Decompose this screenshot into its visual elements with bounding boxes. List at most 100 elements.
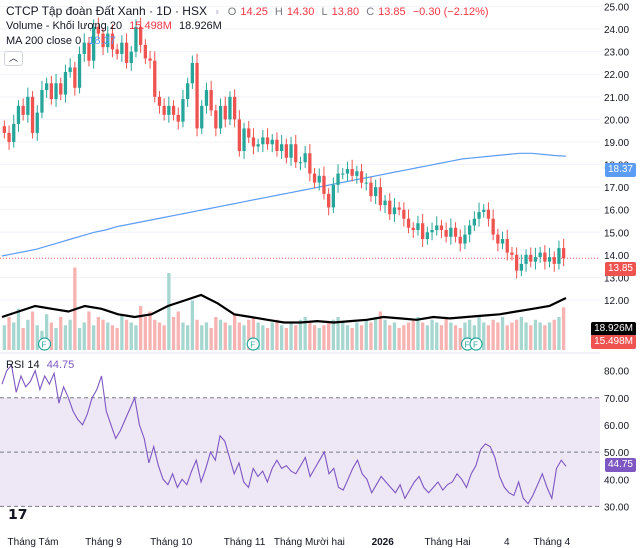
volume-bar bbox=[327, 322, 331, 350]
candle-body bbox=[101, 33, 105, 48]
volume-bar bbox=[68, 319, 72, 350]
candle-body bbox=[214, 110, 218, 129]
c-label: C bbox=[366, 6, 375, 18]
ma-label: MA 200 close 0 bbox=[6, 35, 82, 47]
volume-bar bbox=[468, 319, 472, 350]
volume-bar bbox=[280, 325, 284, 350]
volume-bar bbox=[35, 325, 39, 350]
candle-body bbox=[242, 128, 246, 151]
ma-legend[interactable]: MA 200 close 0 18.37 bbox=[6, 35, 120, 47]
price-gridlines bbox=[0, 6, 600, 301]
volume-bar bbox=[181, 322, 185, 350]
symbol-title[interactable]: CTCP Tập đoàn Đất Xanh · 1D · HSX bbox=[6, 4, 207, 18]
symbol-header[interactable]: CTCP Tập đoàn Đất Xanh · 1D · HSX ◗ O 14.… bbox=[6, 4, 493, 18]
rsi-tick-label: 40.00 bbox=[604, 475, 629, 486]
candle-body bbox=[284, 144, 288, 158]
l-value: 13.80 bbox=[331, 6, 360, 18]
volume-bar bbox=[341, 322, 345, 350]
flag-icon[interactable]: F bbox=[469, 337, 483, 351]
candle-body bbox=[468, 225, 472, 235]
candle-body bbox=[2, 126, 6, 133]
candle-body bbox=[35, 112, 39, 133]
candle-body bbox=[538, 252, 542, 258]
candle-body bbox=[275, 139, 279, 151]
candle-body bbox=[312, 173, 317, 183]
candle-body bbox=[449, 227, 453, 237]
candle-body bbox=[63, 71, 68, 95]
volume-bar bbox=[383, 319, 387, 350]
candle-body bbox=[359, 171, 364, 183]
time-tick-label: 2026 bbox=[372, 537, 395, 548]
volume-bar bbox=[289, 322, 293, 350]
flag-icon[interactable]: F bbox=[246, 337, 260, 351]
time-tick-label: Tháng 10 bbox=[150, 537, 193, 548]
candle-body bbox=[547, 257, 552, 262]
volume-bar bbox=[294, 325, 298, 350]
candle-body bbox=[439, 225, 444, 231]
candle-body bbox=[463, 234, 467, 244]
volume-bar bbox=[82, 322, 86, 350]
candle-body bbox=[317, 175, 321, 183]
volume-bar bbox=[482, 322, 486, 350]
rsi-line bbox=[1, 363, 567, 505]
volume-bar bbox=[115, 328, 119, 350]
candle-body bbox=[533, 257, 538, 262]
rsi-pane[interactable]: 80.00 70.00 60.00 50.00 40.00 30.00 bbox=[0, 363, 629, 513]
chevron-up-icon: ︿ bbox=[8, 53, 18, 63]
candle-body bbox=[378, 187, 382, 206]
flag-icon[interactable]: F bbox=[37, 337, 52, 351]
volume-bar bbox=[233, 314, 237, 350]
candle-body bbox=[505, 239, 509, 253]
candle-body bbox=[524, 254, 528, 264]
candle-body bbox=[430, 230, 434, 233]
candle-body bbox=[49, 83, 53, 100]
candle-body bbox=[397, 207, 401, 210]
candle-body bbox=[54, 83, 58, 100]
candle-body bbox=[444, 230, 448, 237]
volume-bar bbox=[251, 317, 256, 350]
volume-bar bbox=[416, 317, 420, 350]
candle-body bbox=[364, 182, 368, 184]
rsi-legend[interactable]: RSI 14 44.75 bbox=[6, 359, 78, 371]
volume-bar bbox=[505, 325, 509, 350]
volume-bar bbox=[214, 317, 218, 350]
candle-body bbox=[453, 227, 458, 237]
candle-body bbox=[435, 225, 439, 231]
candle-body bbox=[491, 218, 495, 235]
collapse-legend-button[interactable]: ︿ bbox=[4, 51, 23, 66]
candle-body bbox=[106, 33, 110, 48]
candle-body bbox=[195, 62, 199, 129]
volume-bar bbox=[171, 317, 176, 350]
volume-bar bbox=[186, 325, 190, 350]
volume-legend[interactable]: Volume - Khối lượng 20 15.498M 18.926M bbox=[6, 20, 226, 32]
candle-body bbox=[45, 83, 49, 91]
volume-bar bbox=[529, 325, 533, 350]
volume-bar bbox=[538, 322, 542, 350]
volume-bar bbox=[30, 311, 35, 350]
status-dot: ◗ bbox=[214, 6, 221, 18]
volume-bar bbox=[519, 317, 523, 350]
candle-body bbox=[233, 96, 237, 120]
candle-body bbox=[139, 26, 143, 45]
candle-body bbox=[500, 239, 505, 244]
candle-body bbox=[73, 67, 77, 88]
volume-bar bbox=[242, 325, 246, 350]
volume-bar bbox=[458, 328, 462, 350]
candle-body bbox=[223, 105, 227, 120]
main-pane[interactable]: 25.0024.0023.0022.0021.0020.0019.0018.00… bbox=[0, 0, 629, 352]
time-tick-label: Tháng 4 bbox=[534, 537, 571, 548]
candle-body bbox=[374, 187, 378, 197]
tradingview-logo[interactable]: 𝟭𝟳 bbox=[8, 506, 28, 522]
candle-body bbox=[82, 42, 86, 54]
candle-body bbox=[308, 153, 312, 174]
candle-body bbox=[265, 137, 270, 145]
candle-body bbox=[26, 96, 30, 115]
candle-body bbox=[411, 227, 415, 231]
candle-body bbox=[482, 209, 486, 212]
candle-body bbox=[77, 53, 82, 88]
candle-body bbox=[120, 42, 124, 54]
time-axis[interactable]: Tháng Tám Tháng 9 Tháng 10 Tháng 11 Tháng Mư… bbox=[8, 537, 571, 548]
candle-body bbox=[552, 257, 556, 264]
